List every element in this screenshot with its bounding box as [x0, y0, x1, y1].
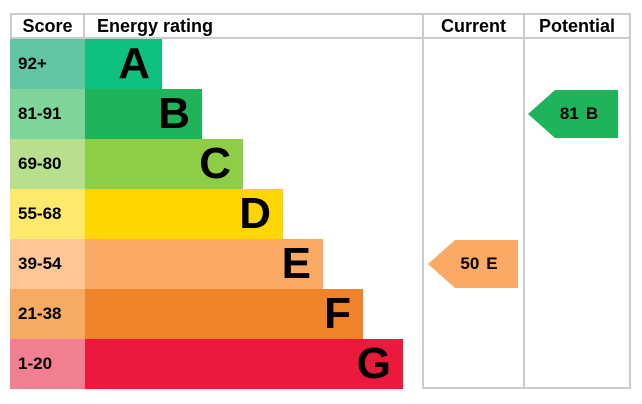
- band-score-label: 21-38: [18, 304, 62, 323]
- band-letter: B: [158, 89, 190, 138]
- epc-energy-rating-chart: Score Energy rating Current Potential 92…: [10, 13, 631, 389]
- potential-column: [523, 39, 631, 389]
- potential-rating-value: 81: [559, 104, 579, 123]
- band-row-e: 39-54 E: [10, 239, 403, 289]
- band-row-a: 92+ A: [10, 39, 403, 89]
- band-score-cell: 69-80: [10, 139, 85, 189]
- band-bar-d: D: [85, 189, 283, 239]
- band-letter: G: [356, 339, 391, 388]
- band-row-g: 1-20 G: [10, 339, 403, 389]
- current-rating-value: 50: [460, 254, 480, 273]
- band-letter: F: [324, 289, 351, 338]
- band-score-cell: 81-91: [10, 89, 85, 139]
- band-row-b: 81-91 B: [10, 89, 403, 139]
- current-rating-band: E: [486, 254, 498, 273]
- band-score-label: 69-80: [18, 154, 62, 173]
- band-score-cell: 1-20: [10, 339, 85, 389]
- current-column: [422, 39, 523, 389]
- band-score-cell: 92+: [10, 39, 85, 89]
- band-row-c: 69-80 C: [10, 139, 403, 189]
- band-score-label: 92+: [18, 54, 47, 73]
- band-score-label: 55-68: [18, 204, 62, 223]
- band-row-d: 55-68 D: [10, 189, 403, 239]
- header-score-label: Score: [10, 15, 85, 37]
- band-score-label: 39-54: [18, 254, 62, 273]
- band-letter: E: [281, 239, 311, 288]
- header-current-label: Current: [422, 15, 523, 37]
- band-letter: C: [199, 139, 231, 188]
- band-letter: A: [118, 39, 150, 88]
- band-score-cell: 39-54: [10, 239, 85, 289]
- band-bar-a: A: [85, 39, 162, 89]
- band-score-cell: 21-38: [10, 289, 85, 339]
- band-score-label: 81-91: [18, 104, 62, 123]
- potential-rating-band: B: [585, 104, 599, 123]
- band-letter: D: [239, 189, 271, 238]
- band-row-f: 21-38 F: [10, 289, 403, 339]
- band-bar-e: E: [85, 239, 323, 289]
- header-potential-label: Potential: [523, 15, 631, 37]
- band-bar-c: C: [85, 139, 243, 189]
- header-energy-rating-label: Energy rating: [97, 15, 214, 36]
- band-score-label: 1-20: [18, 354, 53, 373]
- header-row: Score Energy rating Current Potential: [10, 13, 631, 39]
- band-bar-b: B: [85, 89, 202, 139]
- band-bar-f: F: [85, 289, 363, 339]
- band-bar-g: G: [85, 339, 403, 389]
- band-rows: 92+ A 81-91 B 69-80 C 55-68: [10, 39, 403, 389]
- band-score-cell: 55-68: [10, 189, 85, 239]
